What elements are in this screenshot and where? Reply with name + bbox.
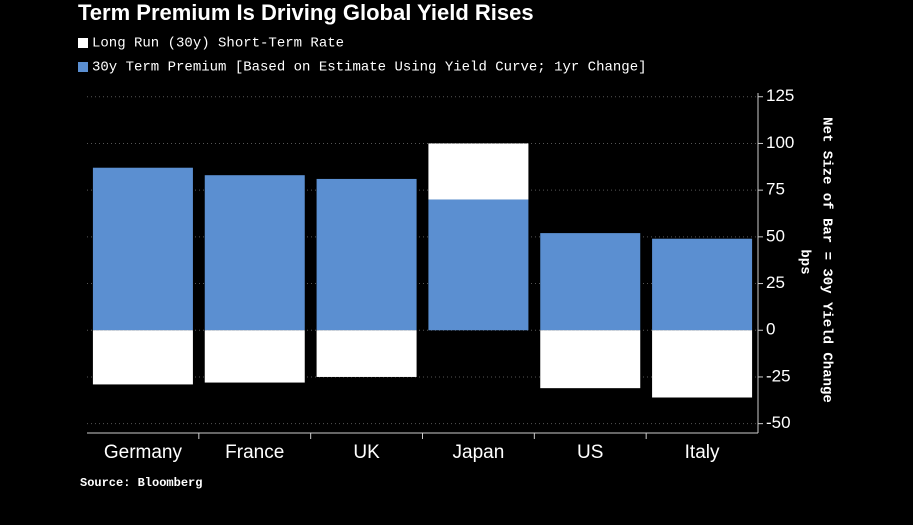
legend-label: Long Run (30y) Short-Term Rate xyxy=(92,36,344,52)
bar xyxy=(204,330,305,383)
bar xyxy=(316,330,417,377)
bar xyxy=(540,330,641,389)
source: Source: Bloomberg xyxy=(80,476,202,490)
bar xyxy=(652,238,753,331)
bar xyxy=(652,330,753,398)
x-tick-label: Japan xyxy=(453,442,505,463)
bar xyxy=(428,199,529,331)
chart-title: Term Premium Is Driving Global Yield Ris… xyxy=(78,0,534,25)
bar xyxy=(428,143,529,200)
y-tick-label: 50 xyxy=(766,226,785,245)
x-tick-label: Italy xyxy=(685,442,720,463)
y-tick-label: 0 xyxy=(766,320,775,339)
y-tick-label: 75 xyxy=(766,180,785,199)
y-tick-label: 125 xyxy=(766,86,794,105)
y-tick-label: -25 xyxy=(766,366,791,385)
bar xyxy=(540,233,641,331)
bar xyxy=(204,175,305,331)
y-tick-label: -50 xyxy=(766,413,791,432)
bar xyxy=(92,330,193,385)
bar xyxy=(92,167,193,331)
y-axis-label: Net Size of Bar = 30y Yield Change xyxy=(818,117,834,403)
x-tick-label: US xyxy=(577,442,603,463)
legend-swatch xyxy=(78,62,88,72)
x-tick-label: Germany xyxy=(104,442,183,463)
x-tick-label: UK xyxy=(353,442,380,463)
bar xyxy=(316,178,417,331)
y-axis-label: bps xyxy=(796,249,812,274)
y-tick-label: 25 xyxy=(766,273,785,292)
y-tick-label: 100 xyxy=(766,133,794,152)
legend-label: 30y Term Premium [Based on Estimate Usin… xyxy=(92,60,647,76)
legend-swatch xyxy=(78,38,88,48)
x-tick-label: France xyxy=(225,442,284,463)
